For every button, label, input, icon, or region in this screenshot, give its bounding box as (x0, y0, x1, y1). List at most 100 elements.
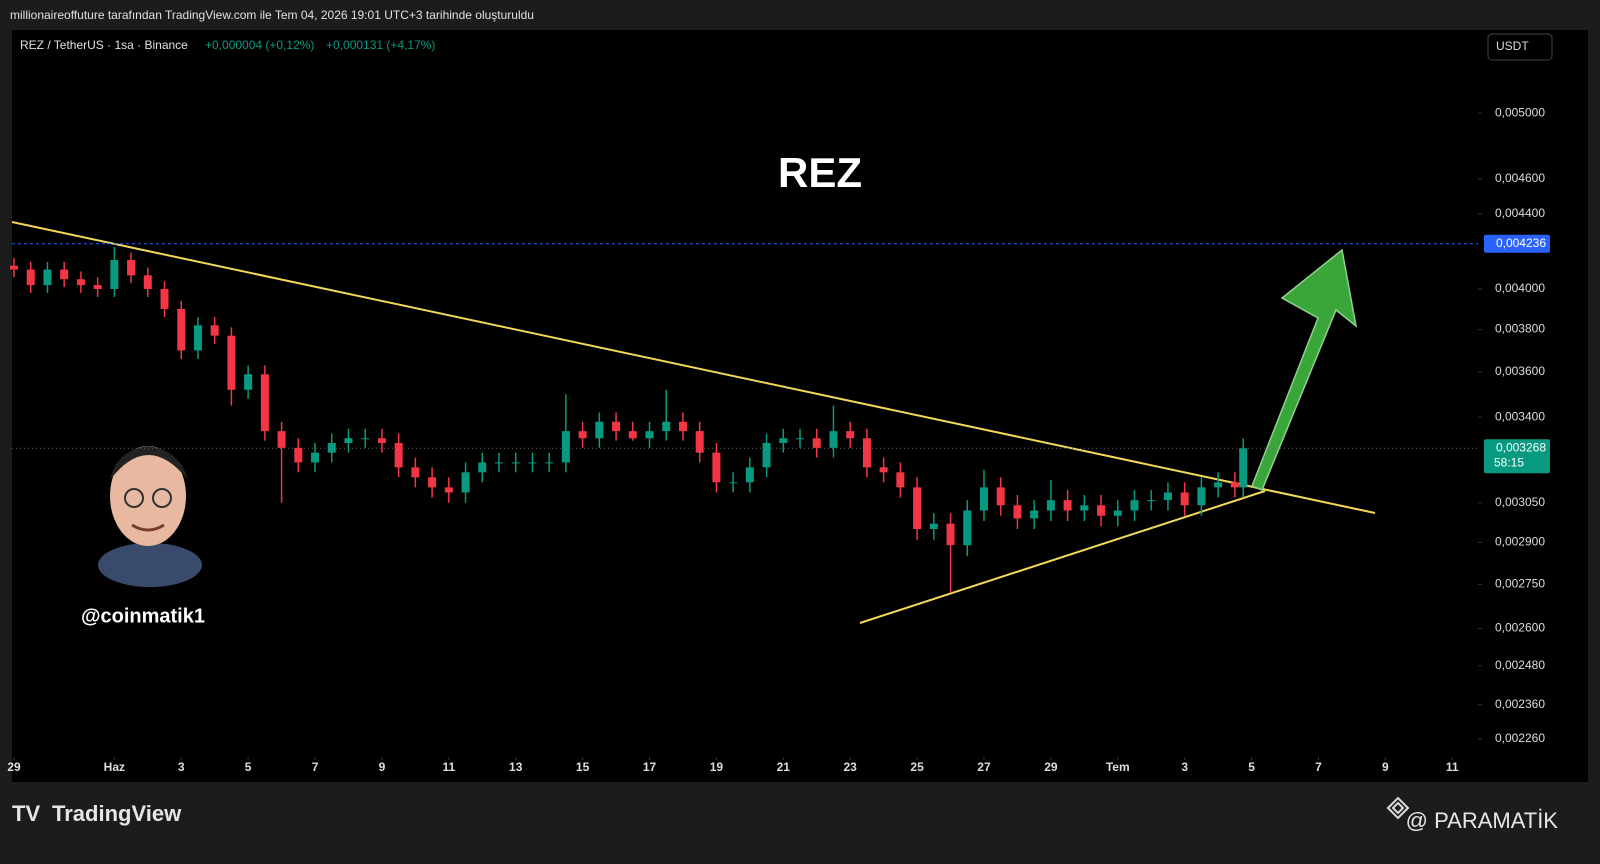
candle-body (93, 285, 102, 289)
x-tick-label: 15 (576, 760, 590, 774)
candle-body (43, 269, 52, 286)
candle-body (511, 462, 520, 464)
price-line-label: 0,004236 (1496, 236, 1546, 250)
candle-body (10, 265, 19, 270)
candle-body (528, 462, 537, 464)
x-tick-label: 7 (1315, 760, 1322, 774)
x-tick-label: Tem (1106, 760, 1130, 774)
countdown: 58:15 (1494, 455, 1524, 469)
candle-body (1013, 505, 1022, 519)
brand: TradingView (52, 801, 182, 826)
y-tick-label: 0,003050 (1495, 495, 1545, 509)
candle-body (1239, 448, 1248, 488)
x-tick-label: 17 (643, 760, 657, 774)
candle-body (1147, 500, 1156, 502)
candle-body (846, 431, 855, 439)
candle-body (1197, 487, 1206, 506)
x-tick-label: 3 (178, 760, 185, 774)
candle-body (327, 443, 336, 453)
candle-body (595, 421, 604, 439)
candle-body (177, 308, 186, 351)
y-tick-label: 0,003600 (1495, 364, 1545, 378)
candle-body (1180, 492, 1189, 506)
candle-body (729, 482, 738, 484)
x-tick-label: 29 (7, 760, 21, 774)
candle-body (662, 421, 671, 432)
chart-title: REZ (778, 149, 862, 196)
candle-body (829, 431, 838, 448)
candle-body (1097, 505, 1106, 516)
candle-body (1046, 500, 1055, 511)
change: +0,000131 (+4,17%) (326, 38, 435, 52)
candle-body (879, 467, 888, 473)
candle-body (545, 462, 554, 464)
candle-body (1030, 510, 1039, 519)
candle-body (1230, 482, 1239, 488)
candle-body (963, 510, 972, 546)
candle-body (996, 487, 1005, 506)
x-tick-label: 5 (1248, 760, 1255, 774)
candle-body (294, 447, 303, 463)
x-tick-label: 21 (777, 760, 791, 774)
change: +0,000004 (+0,12%) (205, 38, 314, 52)
x-tick-label: 5 (245, 760, 252, 774)
chart-pane (12, 30, 1588, 782)
watermark: @ PARAMATİK (1406, 808, 1559, 833)
candle-body (260, 374, 269, 432)
candle-body (645, 431, 654, 439)
candle-body (26, 269, 35, 286)
y-tick-label: 0,002360 (1495, 697, 1545, 711)
x-tick-label: 23 (844, 760, 858, 774)
candle-body (344, 438, 353, 444)
trendline (859, 490, 1266, 624)
y-tick-label: 0,005000 (1495, 105, 1545, 119)
x-tick-label: 29 (1044, 760, 1058, 774)
x-tick-label: 3 (1181, 760, 1188, 774)
candle-body (478, 462, 487, 473)
candle-body (745, 467, 754, 483)
candle-body (779, 438, 788, 444)
candle-body (678, 421, 687, 432)
candle-body (227, 335, 236, 390)
candle-body (494, 462, 503, 464)
candle-body (277, 431, 286, 448)
x-tick-label: 11 (1446, 760, 1459, 774)
candle-body (1214, 482, 1223, 488)
candle-body (896, 472, 905, 488)
candle-body (143, 275, 152, 289)
arrow (1251, 248, 1358, 491)
candle-body (444, 487, 453, 493)
candle-body (461, 472, 470, 493)
candle-body (411, 467, 420, 478)
x-tick-label: Haz (104, 760, 125, 774)
y-tick-label: 0,003400 (1495, 409, 1545, 423)
watermark-icon (1386, 796, 1410, 820)
last-price-label: 0,003268 (1496, 440, 1546, 454)
candle-body (377, 438, 386, 444)
x-tick-label: 13 (509, 760, 523, 774)
candle-body (1080, 505, 1089, 511)
candle-body (762, 443, 771, 468)
candle-body (76, 279, 85, 286)
y-tick-label: 0,002260 (1495, 731, 1545, 745)
candle-body (812, 438, 821, 448)
currency[interactable]: USDT (1496, 39, 1529, 53)
candle-body (1130, 500, 1139, 511)
x-tick-label: 7 (312, 760, 319, 774)
candle-body (695, 431, 704, 453)
candle-body (979, 487, 988, 511)
candle-body (210, 325, 219, 336)
symbol: REZ / TetherUS · 1sa · Binance (20, 38, 188, 52)
x-tick-label: 9 (1382, 760, 1389, 774)
candle-body (394, 443, 403, 468)
candle-body (712, 452, 721, 483)
candle-body (160, 288, 169, 309)
x-tick-label: 25 (910, 760, 924, 774)
avatar (98, 446, 202, 587)
candle-body (946, 523, 955, 546)
candle-body (127, 259, 136, 276)
y-tick-label: 0,003800 (1495, 322, 1545, 336)
currency-button[interactable] (1487, 33, 1553, 61)
price-line-tag (1484, 234, 1550, 253)
